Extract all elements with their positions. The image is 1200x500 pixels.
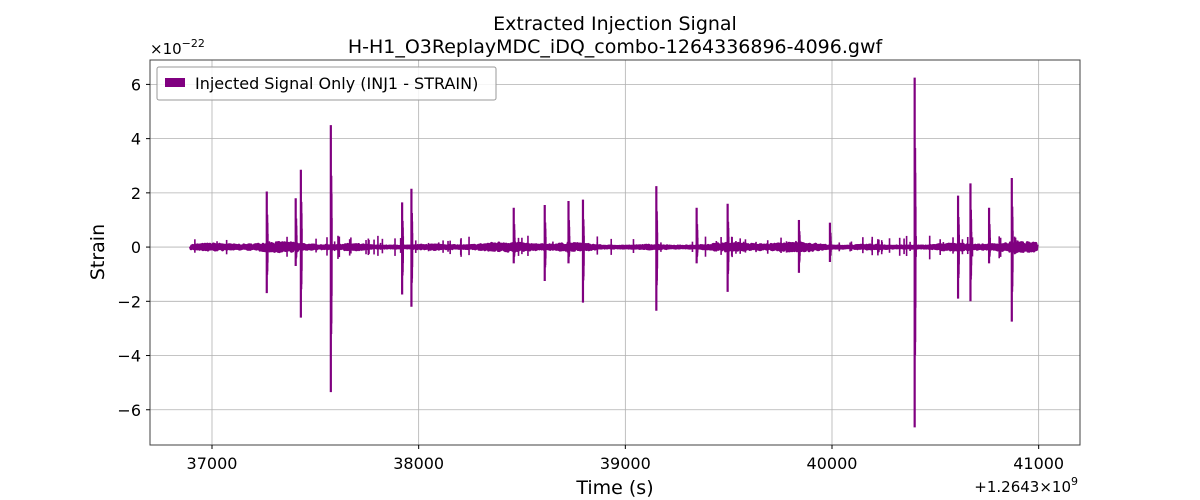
series-layer bbox=[188, 77, 1039, 428]
burst-spike bbox=[329, 125, 333, 393]
burst-spike bbox=[567, 200, 571, 264]
burst-spike bbox=[265, 191, 269, 294]
burst-spike bbox=[828, 222, 832, 262]
legend-swatch bbox=[165, 78, 185, 87]
y-tick-label: −6 bbox=[117, 401, 141, 420]
burst-spike bbox=[543, 205, 547, 281]
burst-spike bbox=[400, 202, 405, 295]
legend: Injected Signal Only (INJ1 - STRAIN) bbox=[156, 66, 497, 101]
legend-label: Injected Signal Only (INJ1 - STRAIN) bbox=[195, 74, 478, 93]
y-tick-label: 2 bbox=[131, 184, 141, 203]
x-tick-label: 41000 bbox=[1013, 454, 1064, 473]
burst-spike bbox=[512, 207, 516, 264]
burst-spike bbox=[695, 207, 699, 264]
burst-spike bbox=[655, 186, 659, 311]
y-multiplier: ×10−22 bbox=[150, 37, 205, 58]
burst-spike bbox=[956, 195, 961, 299]
chart-title: Extracted Injection Signal bbox=[493, 13, 737, 35]
legend-box bbox=[156, 66, 497, 101]
burst-spike bbox=[797, 219, 801, 273]
y-axis-label: Strain bbox=[87, 224, 109, 280]
x-tick-label: 38000 bbox=[393, 454, 444, 473]
burst-spike bbox=[294, 198, 298, 267]
burst-spike bbox=[987, 207, 992, 264]
burst-spike bbox=[410, 188, 414, 307]
burst-spike bbox=[299, 169, 303, 318]
x-offset-base: +1.2643×10 bbox=[974, 478, 1071, 496]
burst-spike bbox=[581, 199, 585, 303]
x-tick-label: 37000 bbox=[187, 454, 238, 473]
chart-subtitle: H-H1_O3ReplayMDC_iDQ_combo-1264336896-40… bbox=[348, 36, 884, 58]
x-offset: +1.2643×109 bbox=[974, 475, 1078, 496]
y-tick-label: −2 bbox=[117, 292, 141, 311]
y-tick-label: −4 bbox=[117, 347, 141, 366]
x-tick-label: 39000 bbox=[600, 454, 651, 473]
y-tick-label: 0 bbox=[131, 238, 141, 257]
burst-spike bbox=[969, 183, 973, 302]
y-multiplier-base: ×10 bbox=[150, 40, 182, 58]
x-offset-exponent: 9 bbox=[1071, 475, 1078, 488]
burst-spike bbox=[1010, 177, 1014, 322]
plot-area bbox=[188, 77, 1039, 428]
y-tick-label: 6 bbox=[131, 75, 141, 94]
x-tick-label: 40000 bbox=[807, 454, 858, 473]
burst-spike bbox=[726, 203, 730, 292]
x-axis-label: Time (s) bbox=[575, 477, 653, 499]
plot-frame bbox=[149, 59, 1081, 446]
y-multiplier-exponent: −22 bbox=[182, 37, 205, 50]
burst-spike bbox=[913, 77, 917, 428]
y-tick-label: 4 bbox=[131, 130, 141, 149]
axis-ticks: 37000 38000 39000 40000 41000 −6 −4 −2 0 2 4 6 bbox=[117, 75, 1064, 473]
